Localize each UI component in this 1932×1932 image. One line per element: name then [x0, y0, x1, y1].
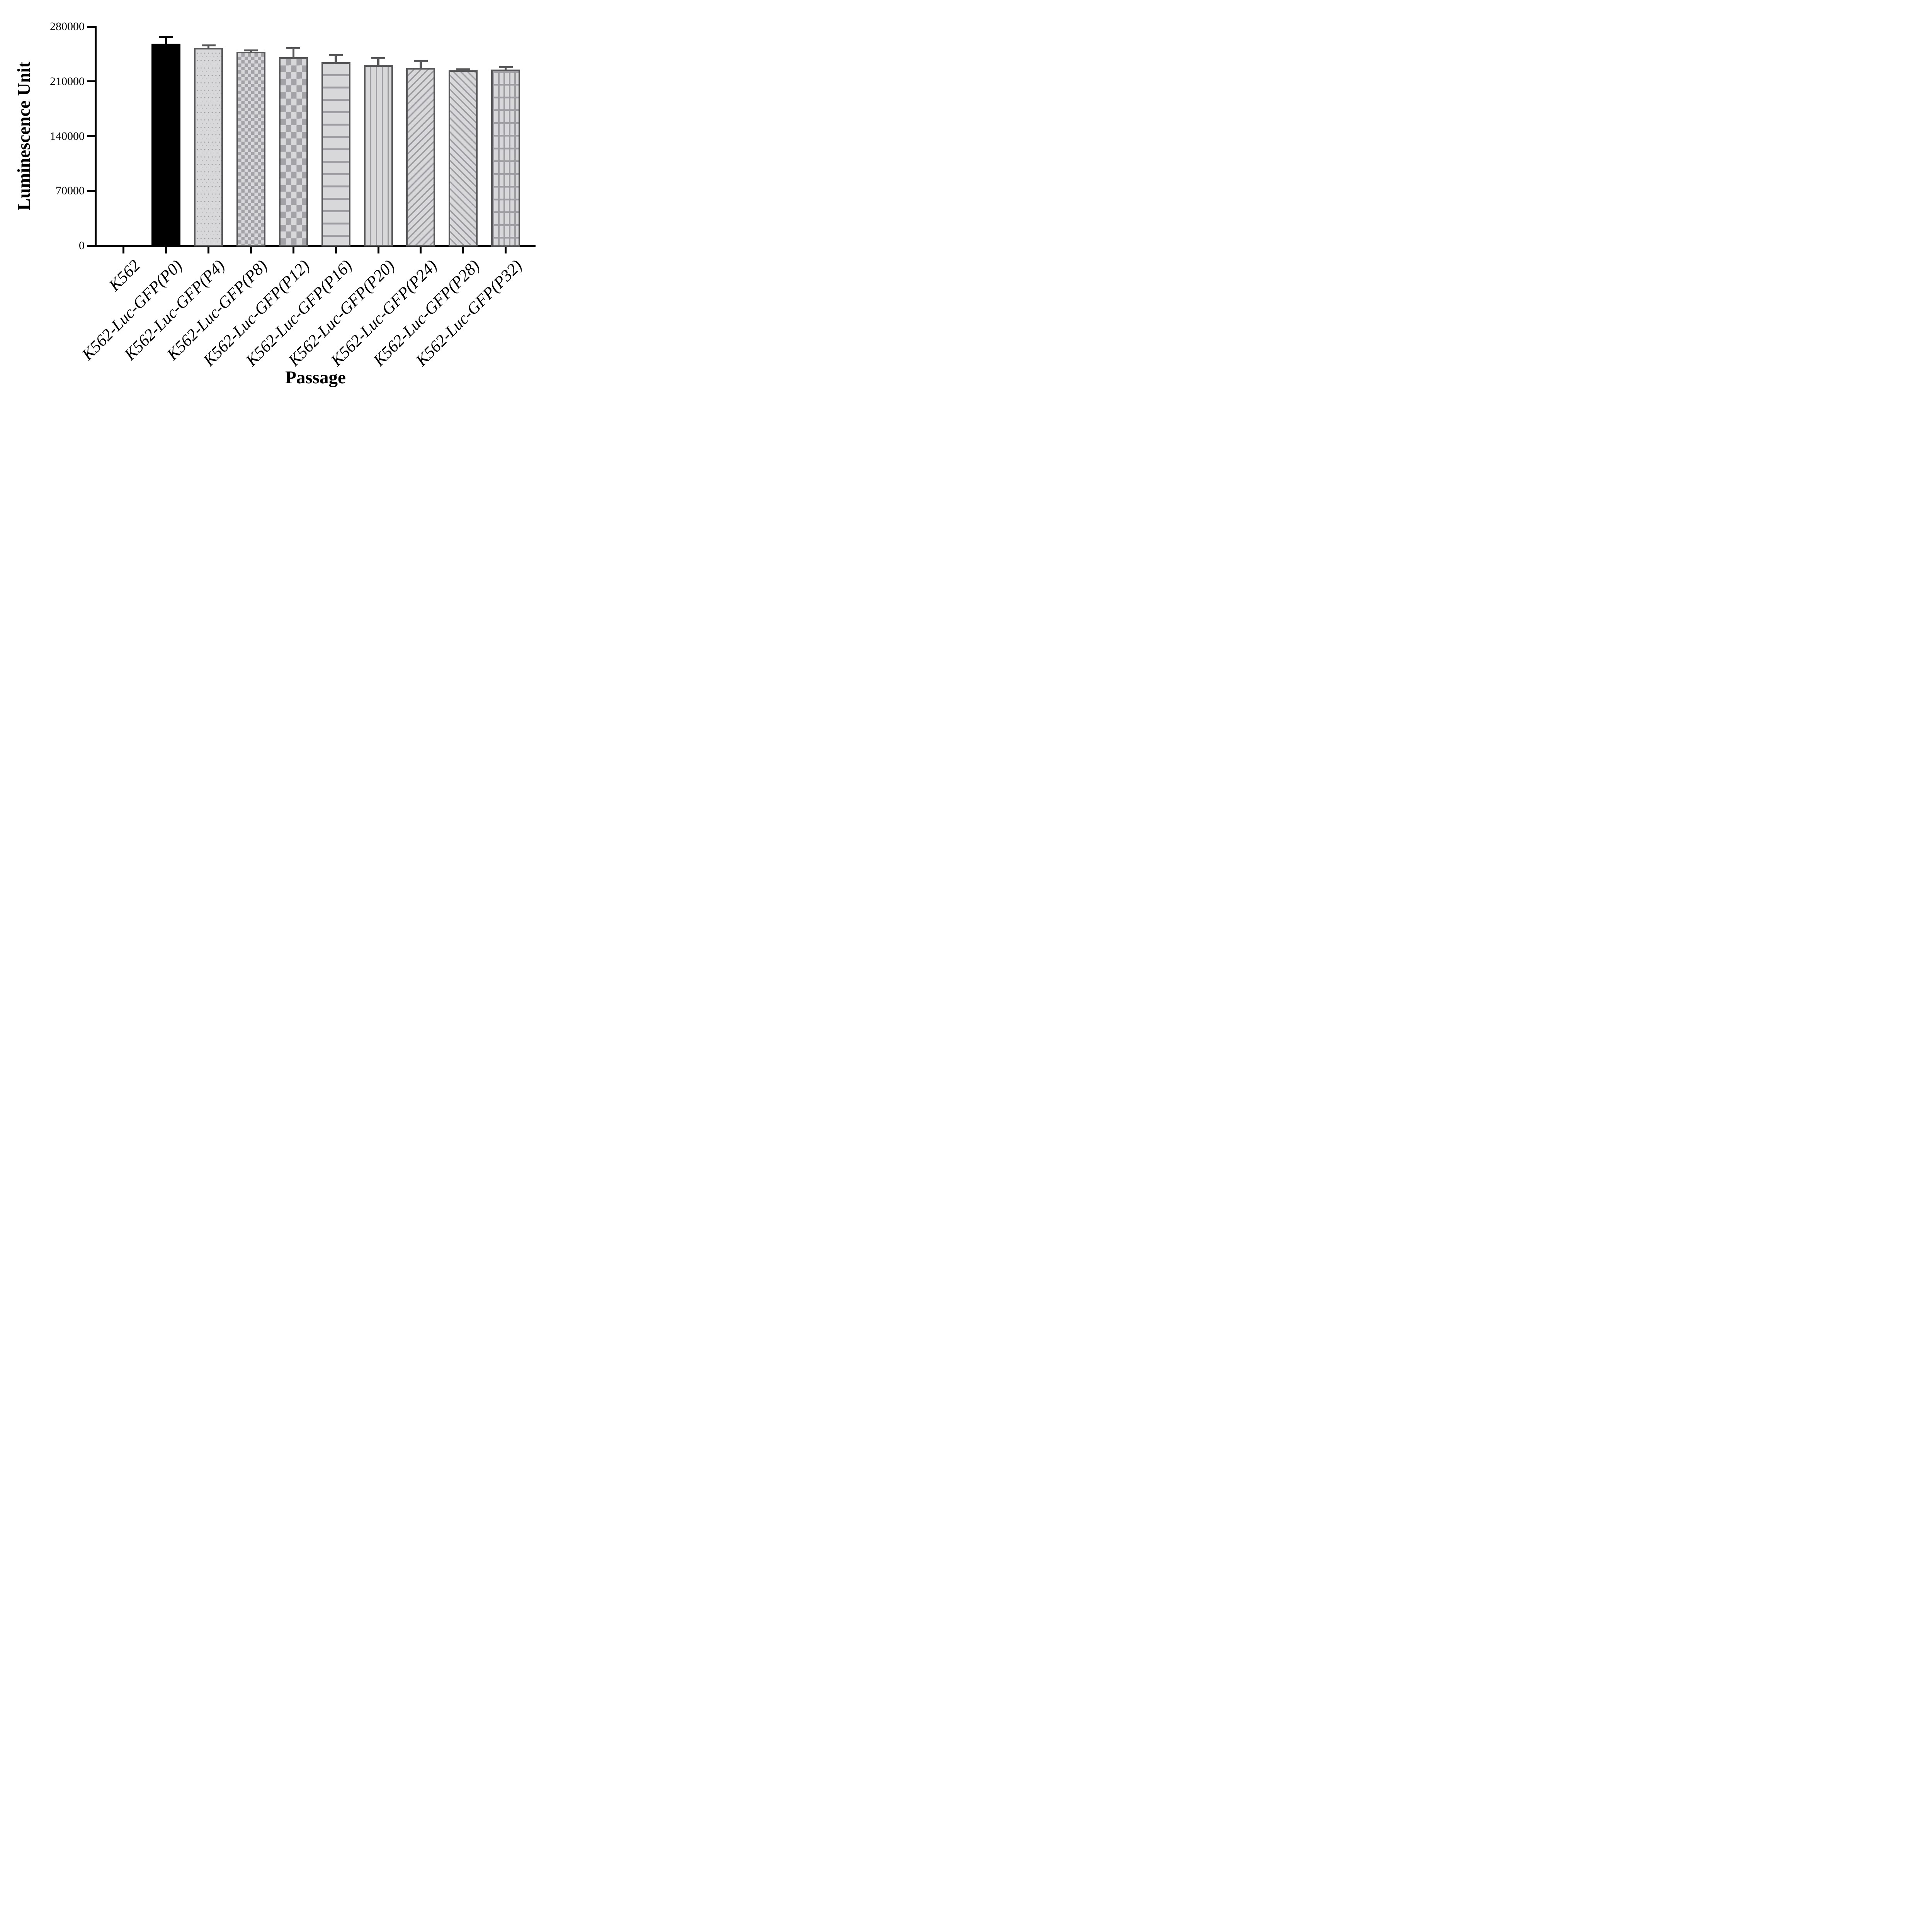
y-axis-line [95, 26, 97, 247]
y-tick-label: 210000 [50, 75, 85, 88]
error-bar-stem [165, 37, 167, 46]
x-axis-title: Passage [285, 367, 346, 388]
bar-K562-Luc-GFP(P16) [321, 62, 350, 247]
bar-K562-Luc-GFP(P28) [449, 70, 478, 247]
bar-K562-Luc-GFP(P8) [236, 51, 265, 247]
bar-K562-Luc-GFP(P32) [491, 70, 520, 247]
y-axis-tick [87, 80, 95, 83]
error-bar-stem [335, 55, 337, 65]
x-axis-line [95, 245, 536, 247]
x-axis-tick [505, 247, 507, 253]
error-bar-cap [286, 47, 301, 49]
x-axis-tick [250, 247, 252, 253]
x-axis-tick [462, 247, 464, 253]
bar-K562-Luc-GFP(P24) [406, 68, 435, 247]
y-tick-label: 0 [79, 239, 85, 252]
x-axis-tick [292, 247, 294, 253]
error-bar-cap [371, 57, 386, 60]
error-bar-cap [329, 54, 343, 56]
error-bar-cap [413, 60, 428, 62]
bar-chart-figure: Luminescence Unit Passage 0 70000 140000 21… [0, 0, 566, 400]
y-axis-tick [87, 26, 95, 28]
error-bar-cap [201, 44, 216, 46]
error-bar-stem [377, 58, 379, 68]
bar-K562-Luc-GFP(P4) [194, 48, 223, 247]
y-axis-tick [87, 135, 95, 137]
error-bar-stem [504, 67, 507, 72]
error-bar-stem [292, 48, 295, 60]
error-bar-stem [207, 45, 210, 50]
x-axis-tick [207, 247, 210, 253]
error-bar-cap [498, 66, 513, 68]
y-tick-label: 140000 [50, 129, 85, 143]
y-tick-label: 280000 [50, 20, 85, 33]
bar-K562-Luc-GFP(P12) [279, 57, 308, 247]
x-category-label: K562 [105, 256, 144, 295]
error-bar-stem [420, 61, 422, 71]
bar-K562-Luc-GFP(P0) [151, 43, 181, 247]
x-axis-tick [377, 247, 379, 253]
y-tick-label: 70000 [56, 184, 85, 197]
error-bar-cap [456, 68, 470, 71]
y-axis-tick [87, 190, 95, 192]
x-axis-tick [165, 247, 167, 253]
x-axis-tick [420, 247, 422, 253]
y-axis-tick [87, 245, 95, 247]
x-axis-tick [122, 247, 125, 253]
bar-K562-Luc-GFP(P20) [364, 65, 393, 247]
y-axis-title: Luminescence Unit [14, 61, 34, 211]
error-bar-cap [159, 36, 173, 38]
x-axis-tick [335, 247, 337, 253]
error-bar-cap [244, 49, 258, 51]
